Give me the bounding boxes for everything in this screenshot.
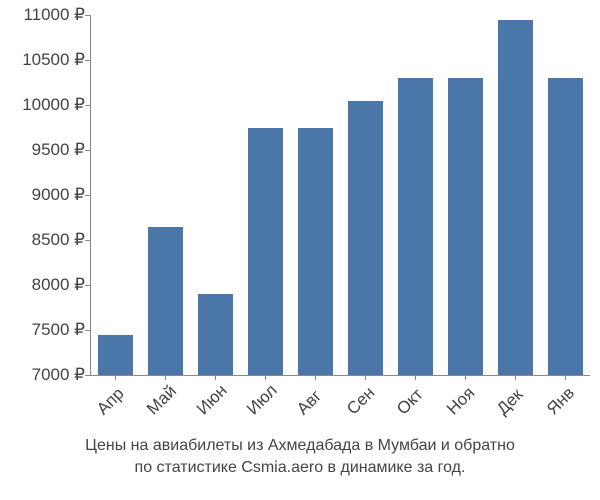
y-tick-label: 8500 ₽ [32, 230, 85, 250]
y-tick [85, 105, 90, 106]
y-tick-label: 9000 ₽ [32, 185, 85, 205]
x-tick [415, 375, 416, 380]
bar [98, 335, 133, 376]
y-tick [85, 375, 90, 376]
y-tick-label: 7000 ₽ [32, 365, 85, 385]
x-tick-label: Сен [343, 383, 379, 419]
x-tick [515, 375, 516, 380]
x-tick-label: Авг [293, 386, 326, 419]
price-chart: 7000 ₽ 7500 ₽ 8000 ₽ 8500 ₽ 9000 ₽ 9500 ₽ 1000… [0, 0, 600, 500]
y-tick [85, 15, 90, 16]
x-tick-label: Дек [493, 385, 527, 419]
x-tick-label: Июн [193, 381, 231, 419]
x-tick [115, 375, 116, 380]
y-tick-label: 11000 ₽ [23, 5, 85, 25]
y-tick-label: 7500 ₽ [32, 320, 85, 340]
x-tick-label: Май [143, 381, 181, 419]
x-tick [465, 375, 466, 380]
x-tick [215, 375, 216, 380]
y-tick [85, 240, 90, 241]
x-tick-label: Апр [93, 384, 128, 419]
bar [398, 78, 433, 375]
x-tick-label: Окт [393, 385, 427, 419]
y-tick-label: 10500 ₽ [22, 50, 85, 70]
bar [298, 128, 333, 376]
x-tick [165, 375, 166, 380]
chart-caption: Цены на авиабилеты из Ахмедабада в Мумба… [0, 435, 600, 480]
bar [498, 20, 533, 376]
bar [448, 78, 483, 375]
y-tick [85, 195, 90, 196]
x-tick-label: Янв [543, 383, 579, 419]
y-tick [85, 60, 90, 61]
y-tick-label: 8000 ₽ [32, 275, 85, 295]
x-tick [365, 375, 366, 380]
bar [348, 101, 383, 376]
bar [548, 78, 583, 375]
bar [248, 128, 283, 376]
bar [148, 227, 183, 376]
x-tick-label: Ноя [443, 383, 479, 419]
y-tick [85, 330, 90, 331]
x-tick [315, 375, 316, 380]
plot-area [90, 15, 590, 375]
bar [198, 294, 233, 375]
x-tick [565, 375, 566, 380]
x-tick-label: Июл [243, 381, 282, 420]
y-tick-label: 9500 ₽ [32, 140, 85, 160]
caption-line-2: по статистике Csmia.aero в динамике за г… [135, 459, 466, 476]
caption-line-1: Цены на авиабилеты из Ахмедабада в Мумба… [85, 437, 515, 454]
y-tick [85, 285, 90, 286]
x-tick [265, 375, 266, 380]
y-tick-label: 10000 ₽ [22, 95, 85, 115]
y-tick [85, 150, 90, 151]
